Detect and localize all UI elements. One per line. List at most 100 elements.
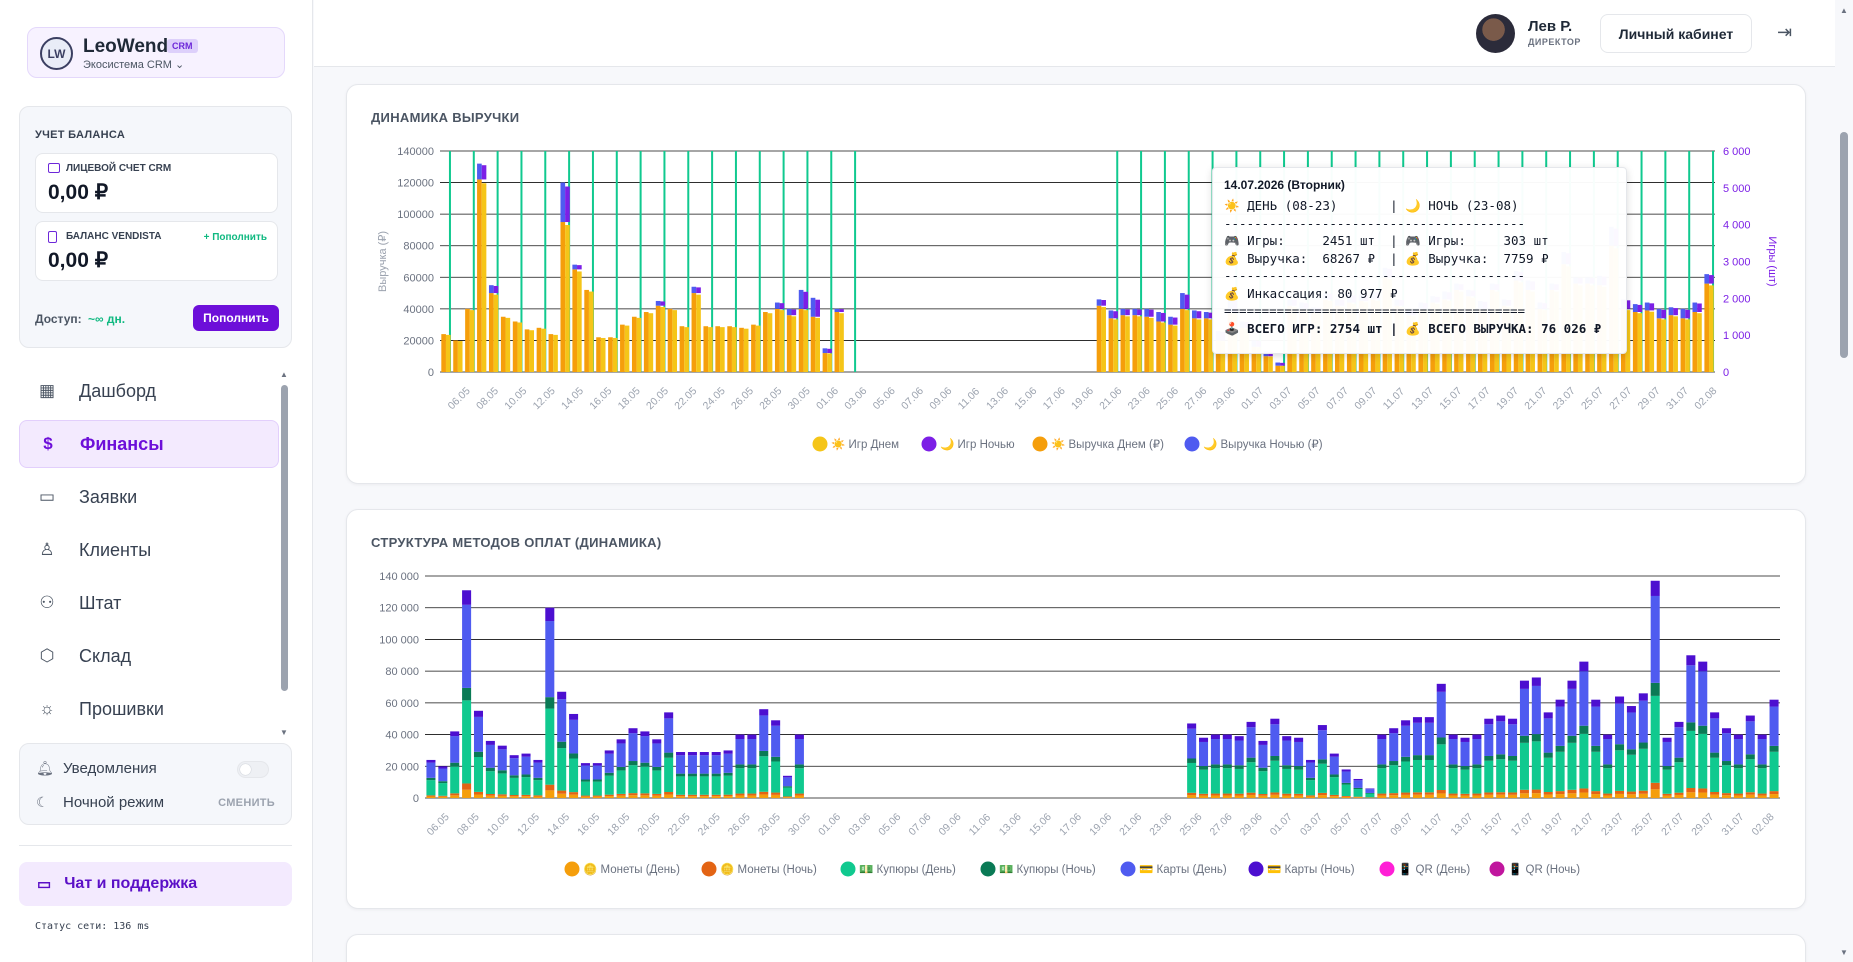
x-tick-label: 17.07 [1466,385,1493,412]
bar-notes-day [450,766,460,794]
bar-coins-day [473,794,484,798]
bar-notes-night [747,764,757,769]
bar-coins-night [1721,793,1732,796]
vendista-label: БАЛАНС VENDISTA [66,231,162,242]
x-tick-label: 24.05 [696,811,723,838]
bar-revenue-day [1203,318,1209,372]
sidebar-item-2[interactable]: ▭ Заявки [19,473,279,521]
bar-coins-night [1317,792,1327,796]
x-tick-label: 05.06 [876,811,903,838]
bar-cards-night [640,731,650,737]
bar-coins-night [1222,793,1232,796]
vendista-topup-link[interactable]: + Пополнить [203,232,267,243]
bar-notes-night [1484,755,1494,761]
bar-notes-day [783,787,793,797]
bar-coins-day [1258,795,1268,798]
x-tick-label: 14.05 [545,811,572,838]
payment-methods-title: СТРУКТУРА МЕТОДОВ ОПЛАТ (ДИНАМИКА) [371,535,662,550]
sidebar-item-1[interactable]: $ Финансы [19,420,279,468]
bar-games-day [1172,325,1178,372]
bar-games-night [1637,304,1643,313]
y-tick-label: 120000 [397,178,434,190]
brand-switcher[interactable]: LW LeoWend CRM Экосистема CRM ⌄ [27,27,285,78]
sidebar-item-3[interactable]: ♙ Клиенты [19,526,279,574]
bar-revenue-night [477,163,482,180]
bar-revenue-day [524,329,530,372]
bar-revenue-night [1632,304,1638,313]
bar-coins-day [1246,794,1256,798]
bar-revenue-day [798,308,804,372]
bar-notes-night [1329,774,1339,778]
bar-games-day [660,307,666,372]
bar-revenue-night [1192,310,1197,319]
bar-games-day [517,322,523,372]
page-scroll-up[interactable]: ▲ [1840,6,1848,15]
avatar[interactable] [1476,14,1515,53]
bar-coins-day [580,796,590,798]
bar-cards-day [1733,739,1743,765]
bar-cards-day [473,716,484,752]
chat-label: Чат и поддержка [64,875,198,892]
bar-games-day [636,317,642,372]
bar-revenue-night [774,302,780,309]
y2-tick-label: 3 000 [1723,257,1751,269]
bar-notes-day [687,776,697,795]
sidebar-item-0[interactable]: ▦ Дашборд [19,367,279,415]
bar-revenue-day [1668,315,1674,372]
bar-coins-day [616,795,626,798]
bar-coins-night [1246,792,1256,795]
bar-coins-night [1686,788,1696,793]
bar-cards-day [1757,739,1767,765]
bar-cards-night [1531,677,1541,686]
logout-icon[interactable]: ⇥ [1777,22,1793,42]
bar-cards-night [1448,734,1458,740]
sidebar-item-4[interactable]: ⚇ Штат [19,579,279,627]
cabinet-button[interactable]: Личный кабинет [1600,14,1752,53]
bar-notes-day [664,757,674,793]
x-tick-label: 11.07 [1418,811,1445,838]
bar-games-night [1709,275,1714,284]
bar-revenue-day [620,324,625,372]
bar-notes-night [1210,764,1220,769]
page-scroll-down[interactable]: ▼ [1840,948,1848,957]
topup-button[interactable]: Пополнить [193,305,279,331]
bar-cards-night [1686,655,1696,666]
bar-games-day [791,316,797,372]
sidebar-item-6[interactable]: ☼ Прошивки [19,685,279,733]
scroll-down-arrow[interactable]: ▼ [280,728,288,737]
sidebar-scrollbar[interactable] [281,385,288,691]
page-scrollbar[interactable] [1840,132,1848,358]
bar-notes-day [462,700,472,784]
x-tick-label: 05.07 [1328,811,1355,838]
bar-coins-night [1412,792,1422,795]
bar-coins-day [1650,789,1660,798]
bar-coins-day [485,795,495,798]
bar-cards-night [426,759,436,763]
bar-notes-day [759,756,769,792]
notifications-row: 🔔︎ Уведомления [36,760,157,777]
y-tick-label: 100000 [397,209,434,221]
bar-games-day [827,353,832,372]
bar-notes-day [640,766,650,794]
night-mode-switch[interactable]: СМЕНИТЬ [218,797,275,809]
bar-cards-night [1472,734,1482,740]
bar-cards-night [1305,759,1316,763]
chat-support-button[interactable]: ▭ Чат и поддержка [19,862,292,906]
bar-games-night [1148,309,1154,317]
scroll-up-arrow[interactable]: ▲ [280,370,288,379]
legend-label: 💵 Купюры (Ночь) [999,864,1096,876]
notifications-toggle[interactable] [237,761,269,778]
bar-notes-day [1543,757,1553,793]
payment-methods-chart[interactable]: 0 20 000 40 000 60 000 80 000 100 000 120 000 1… [347,510,1807,910]
sidebar-item-5[interactable]: ⬡ Склад [19,632,279,680]
bar-notes-night [1555,745,1565,752]
bar-coins-day [771,794,781,798]
bar-cards-night [1567,680,1577,689]
legend-label: 🌙 Игр Ночью [940,437,1015,451]
bar-coins-night [1270,792,1280,795]
bar-coins-day [1508,794,1518,798]
x-tick-label: 17.06 [1057,811,1084,838]
bar-cards-night [1353,778,1363,781]
x-tick-label: 27.06 [1208,811,1235,838]
bar-revenue-day [739,327,744,372]
